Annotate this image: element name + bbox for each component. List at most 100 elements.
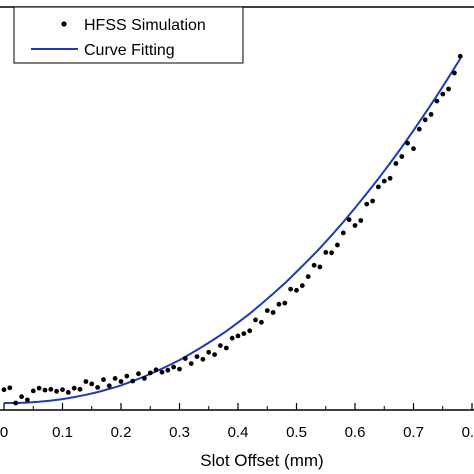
data-point xyxy=(142,376,147,381)
data-point xyxy=(411,146,416,152)
legend-label-hfss-simulation: HFSS Simulation xyxy=(84,17,206,34)
data-point xyxy=(13,400,19,406)
data-point xyxy=(48,386,54,392)
data-point xyxy=(235,333,241,339)
data-point xyxy=(7,385,13,391)
x-tick-label: 0.1 xyxy=(52,424,73,441)
data-point xyxy=(264,308,270,313)
data-point xyxy=(329,250,334,256)
data-point xyxy=(136,371,141,377)
x-axis: 0 0.1 0.2 0.3 0.4 0.5 0.6 0.7 0.8 xyxy=(0,403,474,441)
plot-frame xyxy=(0,6,474,411)
data-point xyxy=(229,335,235,341)
data-point xyxy=(83,379,89,384)
x-tick-label: 0.2 xyxy=(111,424,132,441)
data-point xyxy=(101,377,106,382)
data-point xyxy=(288,286,293,292)
data-point xyxy=(370,198,375,204)
data-point xyxy=(352,223,358,228)
data-point xyxy=(71,385,77,391)
data-point xyxy=(299,283,305,288)
x-tick-label: 0.6 xyxy=(345,424,366,441)
data-point xyxy=(457,53,463,59)
data-point xyxy=(218,343,223,348)
data-point xyxy=(317,264,323,270)
data-point xyxy=(159,369,165,375)
x-tick-label: 0.5 xyxy=(286,424,307,441)
data-point xyxy=(124,373,130,379)
data-point xyxy=(241,331,247,336)
data-point xyxy=(381,178,387,184)
legend-marker-hfss-simulation xyxy=(61,21,67,27)
data-point xyxy=(200,356,206,362)
data-point xyxy=(446,86,451,92)
data-point xyxy=(95,385,100,390)
data-point xyxy=(30,388,36,394)
data-point xyxy=(270,310,276,315)
data-point xyxy=(1,387,7,393)
data-point xyxy=(188,361,194,366)
data-point xyxy=(393,161,399,166)
data-point xyxy=(311,262,317,268)
data-point xyxy=(323,250,329,255)
legend-label-curve-fitting: Curve Fitting xyxy=(84,42,175,59)
data-point xyxy=(305,274,311,279)
data-point xyxy=(416,126,422,132)
x-tick-label: 0.3 xyxy=(169,424,190,441)
points-layer xyxy=(1,53,463,406)
x-axis-title: Slot Offset (mm) xyxy=(200,451,323,470)
data-point xyxy=(340,230,346,236)
data-point xyxy=(259,319,264,325)
data-point xyxy=(253,317,258,323)
data-point xyxy=(335,242,340,248)
data-point xyxy=(434,98,440,104)
data-point xyxy=(118,379,124,384)
data-point xyxy=(182,356,188,361)
data-point xyxy=(89,381,95,387)
data-point xyxy=(177,366,182,372)
data-point xyxy=(77,386,83,392)
data-point xyxy=(276,301,282,307)
data-point xyxy=(60,387,65,393)
data-point xyxy=(212,352,218,357)
data-point xyxy=(440,91,446,97)
x-tick-label: 0.4 xyxy=(228,424,249,441)
data-point xyxy=(452,70,457,76)
x-tick-label: 0 xyxy=(0,424,8,441)
data-point xyxy=(153,367,159,373)
data-point xyxy=(36,385,42,391)
data-point xyxy=(428,112,434,117)
data-point xyxy=(223,345,229,351)
data-point xyxy=(106,383,112,389)
series-line-curve-fitting xyxy=(4,58,462,404)
legend: HFSS Simulation Curve Fitting xyxy=(13,6,244,64)
data-point xyxy=(282,300,288,306)
data-point xyxy=(42,387,48,393)
data-point xyxy=(294,287,299,293)
data-point xyxy=(387,175,393,181)
data-point xyxy=(358,218,364,223)
data-point xyxy=(194,354,200,359)
data-point xyxy=(65,390,71,395)
plot-area xyxy=(0,6,474,411)
data-point xyxy=(165,367,171,373)
data-point xyxy=(171,364,177,370)
data-point xyxy=(247,328,253,334)
data-point xyxy=(112,376,118,381)
data-point xyxy=(130,378,136,384)
data-point xyxy=(346,217,352,223)
data-point xyxy=(25,397,30,403)
data-point xyxy=(364,201,370,207)
x-tick-label: 0.8 xyxy=(462,424,474,441)
data-point xyxy=(54,388,59,394)
data-point xyxy=(19,394,24,400)
data-point xyxy=(405,140,410,146)
data-point xyxy=(147,370,153,376)
curve-layer xyxy=(4,58,462,404)
data-point xyxy=(376,184,381,190)
legend-box xyxy=(13,6,244,64)
data-point xyxy=(206,349,212,355)
data-point xyxy=(422,117,428,123)
x-tick-label: 0.7 xyxy=(403,424,424,441)
